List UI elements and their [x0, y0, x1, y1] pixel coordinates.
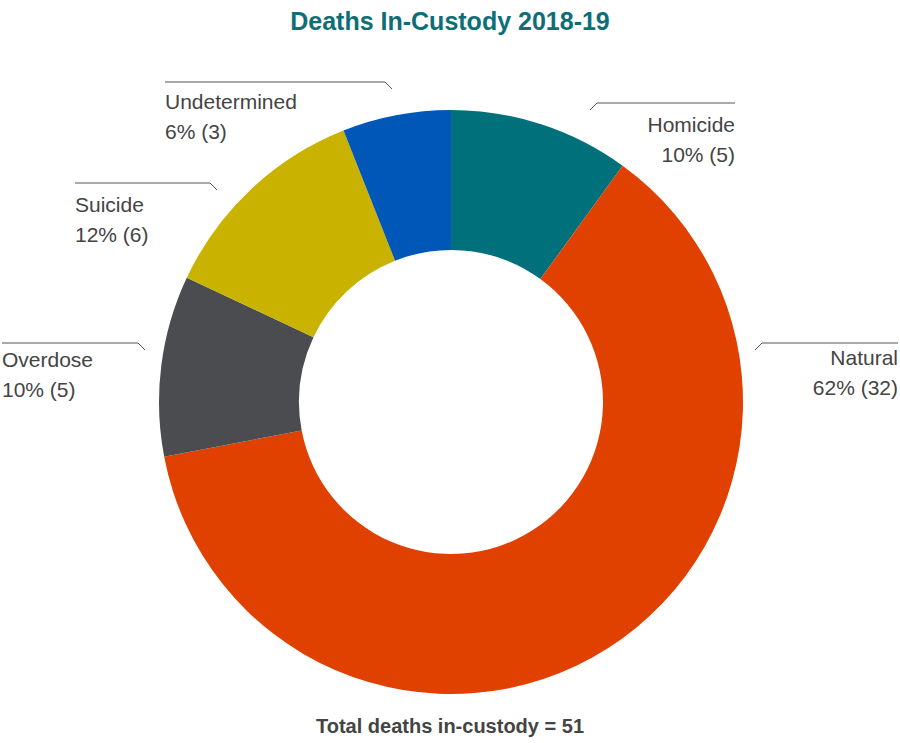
- annotation: Total deaths in-custody = 51: [316, 715, 584, 737]
- category-label: Overdose: [2, 348, 93, 371]
- category-label: Natural: [830, 346, 898, 369]
- labels: Homicide 10% (5) Natural 62% (32) Overdose 10…: [2, 82, 898, 401]
- slice: [344, 110, 451, 261]
- slices: [159, 110, 743, 694]
- category-label: Undetermined: [165, 90, 297, 113]
- data-label: 10% (5): [2, 378, 76, 401]
- data-label: 10% (5): [661, 143, 735, 166]
- title: Deaths In-Custody 2018-19: [290, 7, 610, 35]
- data-label: 62% (32): [813, 376, 898, 399]
- data-label: 12% (6): [75, 223, 149, 246]
- leader-line: [75, 183, 217, 190]
- leader-line: [590, 103, 735, 110]
- chart: Deaths In-Custody 2018-19 Homicide 10% (5)…: [0, 0, 900, 743]
- category-label: Homicide: [647, 113, 735, 136]
- data-label: 6% (3): [165, 120, 227, 143]
- category-label: Suicide: [75, 193, 144, 216]
- leader-line: [165, 82, 392, 89]
